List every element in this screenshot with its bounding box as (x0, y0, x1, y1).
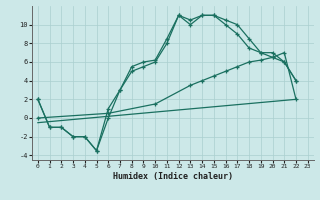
X-axis label: Humidex (Indice chaleur): Humidex (Indice chaleur) (113, 172, 233, 181)
